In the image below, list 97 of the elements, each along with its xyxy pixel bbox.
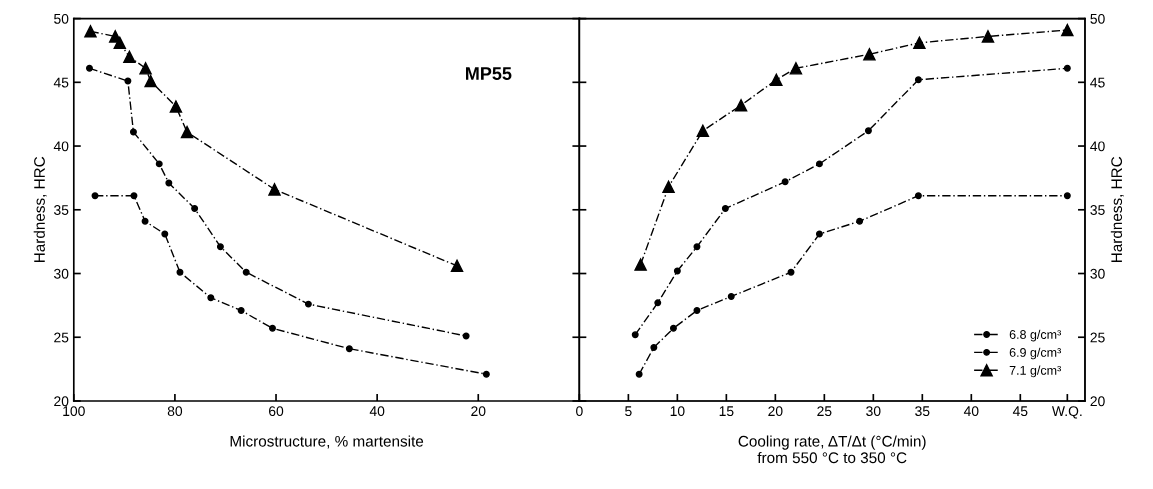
legend-label: 7.1 g/cm³	[1009, 365, 1061, 378]
point	[693, 243, 701, 251]
y-tick-label: 30	[54, 268, 69, 279]
point	[207, 294, 215, 302]
point	[673, 267, 681, 275]
point	[237, 307, 245, 314]
y-tick-label: 45	[53, 77, 69, 88]
point	[450, 259, 464, 273]
point	[913, 36, 926, 50]
x-tick-label: 5	[625, 406, 632, 417]
point	[815, 230, 823, 238]
point	[864, 127, 872, 135]
point	[161, 230, 169, 238]
point	[856, 217, 864, 225]
point	[268, 183, 281, 196]
point	[981, 30, 995, 43]
y2-tick-label: 50	[1090, 13, 1105, 24]
point	[914, 192, 922, 200]
point	[654, 299, 662, 307]
point	[734, 99, 748, 112]
point	[169, 100, 183, 113]
y2-tick-label: 30	[1090, 268, 1105, 279]
legend-label: 6.9 g/cm³	[1009, 347, 1061, 360]
x-tick-label: 45	[1012, 406, 1028, 417]
point	[129, 128, 137, 136]
y2-tick-label: 45	[1090, 77, 1105, 88]
point	[635, 370, 643, 378]
x-tick-label: 20	[768, 406, 783, 417]
x-tick-label: 20	[471, 406, 486, 417]
point	[770, 73, 783, 87]
point	[781, 178, 789, 186]
point	[345, 345, 353, 353]
point	[631, 331, 639, 339]
y2-tick-label: 35	[1090, 205, 1105, 215]
point	[130, 192, 138, 200]
point	[242, 268, 250, 276]
x-tick-label: 40	[369, 406, 385, 417]
point	[462, 332, 470, 340]
x-tick-label: 60	[269, 406, 284, 417]
y-tick-label: 20	[54, 396, 69, 407]
y-tick-label: 50	[54, 13, 69, 24]
point	[787, 268, 795, 276]
point	[165, 179, 173, 187]
point	[139, 62, 152, 75]
x-axis-title: Microstructure, % martensite	[230, 435, 424, 449]
point	[815, 160, 823, 168]
point	[634, 258, 647, 271]
point	[113, 36, 127, 50]
point	[85, 64, 93, 72]
point	[863, 48, 876, 61]
point	[180, 125, 194, 139]
point	[141, 217, 149, 225]
y2-tick-label: 40	[1090, 141, 1105, 152]
point	[84, 25, 97, 38]
x-tick-label: 30	[866, 406, 881, 417]
point	[91, 192, 99, 200]
x-tick-label: 40	[963, 406, 979, 417]
y-axis-title: Hardness, HRC	[33, 156, 47, 263]
point	[1063, 192, 1071, 200]
point	[696, 124, 710, 138]
point	[176, 268, 184, 276]
point	[662, 180, 675, 194]
point	[693, 307, 701, 314]
legend-label: 6.8 g/cm³	[1009, 329, 1061, 342]
x-tick-label: 25	[817, 406, 832, 417]
point	[482, 370, 490, 378]
point	[155, 160, 163, 168]
point	[191, 205, 199, 212]
x-tick-label: 15	[719, 406, 734, 417]
point	[914, 76, 922, 84]
point	[669, 324, 677, 332]
y-tick-label: 40	[53, 141, 69, 152]
y2-tick-label: 25	[1090, 332, 1105, 343]
point	[269, 324, 276, 332]
point	[304, 300, 312, 308]
y-tick-label: 35	[54, 205, 69, 215]
point	[727, 292, 735, 300]
point	[650, 343, 658, 351]
point	[721, 205, 729, 212]
x-tick-label: 10	[670, 406, 685, 417]
x-tick-label: 0	[576, 406, 583, 417]
annotation: MP55	[466, 67, 512, 80]
point	[1063, 64, 1071, 72]
point	[124, 77, 132, 85]
x-tick-label: 80	[167, 406, 183, 417]
y-tick-label: 25	[54, 332, 69, 343]
x-tick-label: W.Q.	[1051, 406, 1082, 419]
point	[123, 50, 136, 64]
x-tick-label: 100	[63, 406, 85, 417]
y2-tick-label: 20	[1090, 396, 1105, 407]
point	[1061, 23, 1074, 37]
x-axis-title: Cooling rate, ΔT/Δt (°C/min) from 550 °C to 350 °C	[738, 435, 926, 464]
point	[789, 62, 803, 75]
point	[216, 243, 224, 251]
y2-axis-title: Hardness, HRC	[1110, 156, 1124, 263]
point	[144, 74, 157, 88]
x-tick-label: 35	[915, 406, 930, 417]
